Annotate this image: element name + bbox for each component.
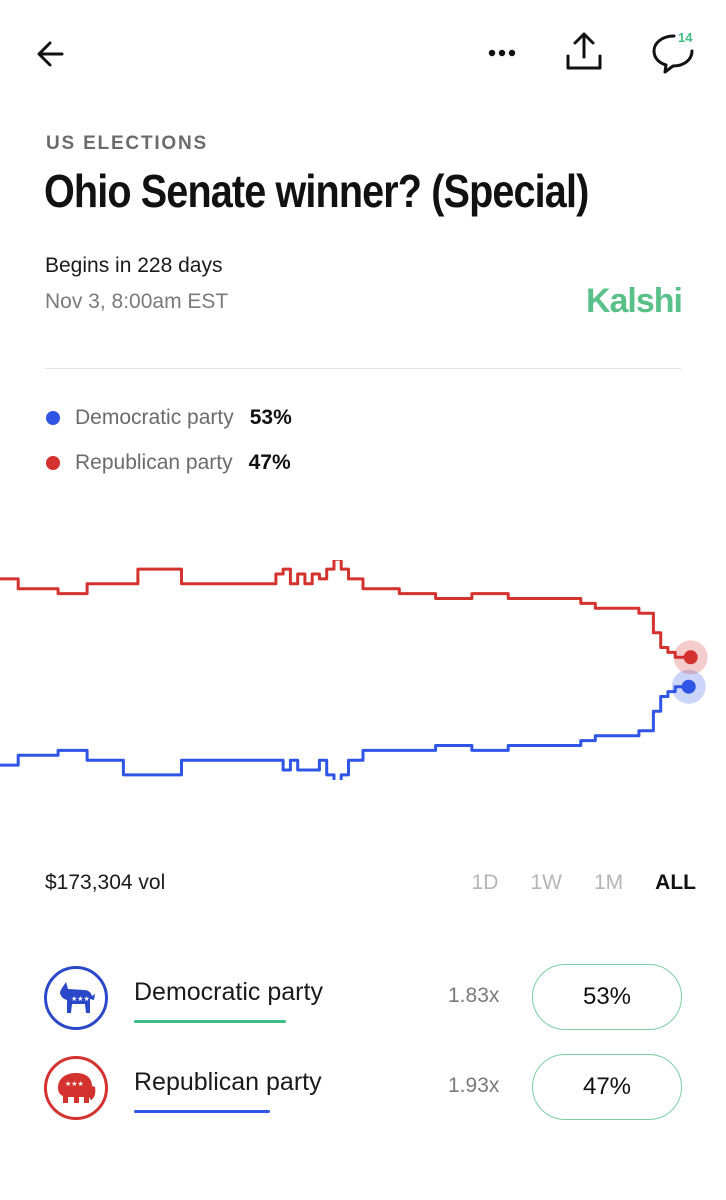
series-line-democratic (0, 685, 690, 780)
legend-dot-red (46, 456, 60, 470)
market-begins: Begins in 228 days (45, 254, 223, 277)
outcome-name: Republican party (134, 1068, 322, 1096)
comments-button[interactable]: 14 (648, 26, 706, 76)
series-line-republican (0, 560, 690, 659)
price-history-chart[interactable] (0, 560, 726, 780)
divider (45, 368, 681, 369)
share-button[interactable] (560, 30, 608, 74)
back-button[interactable] (32, 34, 72, 74)
outcome-name: Democratic party (134, 978, 323, 1006)
comment-count-badge: 14 (678, 30, 693, 45)
ellipsis-icon (488, 49, 516, 57)
time-range-selector: 1D 1W 1M ALL (440, 871, 696, 895)
outcome-multiplier: 1.83x (448, 984, 500, 1007)
buy-democratic-button[interactable]: 53% (532, 964, 682, 1030)
democratic-badge: ★★★ (44, 966, 108, 1030)
legend-percent: 47% (248, 451, 291, 474)
svg-text:★★★: ★★★ (65, 1080, 84, 1088)
legend-percent: 53% (249, 406, 292, 429)
top-bar: 14 (0, 0, 726, 110)
legend-item-democratic: Democratic party 53% (46, 403, 292, 433)
volume-label: $173,304 vol (45, 871, 166, 894)
arrow-left-icon (37, 41, 64, 67)
range-1m[interactable]: 1M (593, 871, 624, 894)
legend-dot-blue (46, 411, 60, 425)
outcome-underline (134, 1020, 286, 1023)
legend-name: Republican party (75, 451, 233, 474)
legend-item-republican: Republican party 47% (46, 448, 291, 478)
kalshi-logo: Kalshi (585, 282, 683, 320)
range-all[interactable]: ALL (655, 871, 696, 894)
republican-badge: ★★★ (44, 1056, 108, 1120)
endpoint-dot (681, 679, 696, 694)
market-date: Nov 3, 8:00am EST (45, 290, 229, 313)
comment-bubble-icon (652, 34, 694, 74)
share-upload-icon (566, 32, 602, 70)
market-title: Ohio Senate winner? (Special) (44, 165, 589, 217)
endpoint-dot (683, 650, 698, 665)
more-options-button[interactable] (480, 38, 524, 68)
outcome-row-republican[interactable]: ★★★ Republican party 1.93x 47% (0, 1054, 726, 1134)
range-1d[interactable]: 1D (471, 871, 499, 894)
republican-elephant-icon: ★★★ (58, 1073, 96, 1103)
legend-name: Democratic party (75, 406, 234, 429)
outcome-row-democratic[interactable]: ★★★ Democratic party 1.83x 53% (0, 964, 726, 1044)
buy-republican-button[interactable]: 47% (532, 1054, 682, 1120)
market-category: US ELECTIONS (46, 133, 209, 154)
democratic-donkey-icon: ★★★ (60, 982, 95, 1013)
range-1w[interactable]: 1W (530, 871, 562, 894)
outcome-underline (134, 1110, 270, 1113)
svg-text:★★★: ★★★ (71, 995, 90, 1003)
outcome-multiplier: 1.93x (448, 1074, 500, 1097)
